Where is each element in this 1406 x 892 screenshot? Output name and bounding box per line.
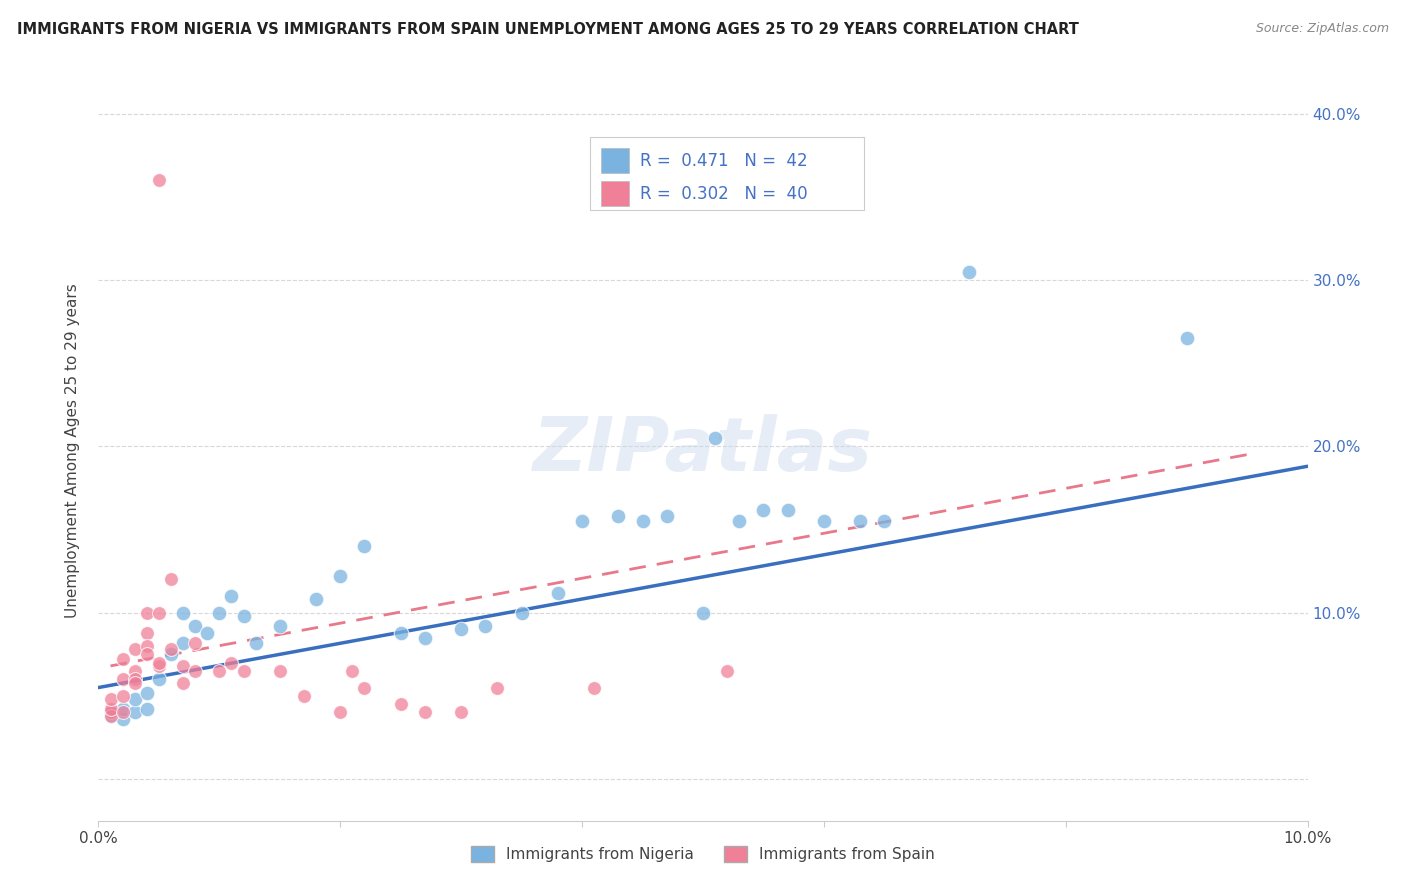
Point <box>389 625 412 640</box>
Point <box>655 509 678 524</box>
Point <box>100 692 122 706</box>
Point <box>413 706 436 720</box>
Point <box>631 514 654 528</box>
Point <box>124 642 146 657</box>
Point <box>124 664 146 678</box>
Text: R =  0.302   N =  40: R = 0.302 N = 40 <box>641 186 808 203</box>
Point <box>172 606 194 620</box>
Point <box>571 514 593 528</box>
Point <box>752 502 775 516</box>
Point <box>160 647 183 661</box>
Point <box>184 635 207 649</box>
Point <box>1175 331 1198 345</box>
Point <box>583 681 606 695</box>
Point <box>389 697 412 711</box>
Point <box>873 514 896 528</box>
Point <box>692 606 714 620</box>
Point <box>474 619 496 633</box>
Point <box>221 589 243 603</box>
Point <box>510 606 533 620</box>
Point <box>292 689 315 703</box>
Point <box>269 664 291 678</box>
Point <box>232 609 254 624</box>
Point <box>111 706 134 720</box>
Point <box>208 606 231 620</box>
Point <box>100 708 122 723</box>
Point <box>849 514 872 528</box>
Point <box>607 509 630 524</box>
Point <box>111 712 134 726</box>
Point <box>124 692 146 706</box>
Point <box>135 606 157 620</box>
Point <box>100 708 122 723</box>
Point <box>111 689 134 703</box>
Point <box>342 664 364 678</box>
Point <box>148 173 170 187</box>
Point <box>184 664 207 678</box>
Point <box>305 592 328 607</box>
Point <box>704 431 727 445</box>
Point <box>353 681 375 695</box>
Point <box>124 675 146 690</box>
Point <box>160 573 183 587</box>
Point <box>111 652 134 666</box>
Point <box>135 647 157 661</box>
Point <box>245 635 267 649</box>
Point <box>450 706 472 720</box>
Point <box>135 702 157 716</box>
Point <box>716 664 738 678</box>
Legend: Immigrants from Nigeria, Immigrants from Spain: Immigrants from Nigeria, Immigrants from… <box>464 840 942 869</box>
Point <box>124 706 146 720</box>
Point <box>353 539 375 553</box>
Point <box>135 685 157 699</box>
Point <box>813 514 835 528</box>
Point <box>124 672 146 686</box>
Point <box>957 264 980 278</box>
Text: ZIPatlas: ZIPatlas <box>533 414 873 487</box>
Point <box>100 706 122 720</box>
Point <box>486 681 509 695</box>
Point <box>148 656 170 670</box>
Point <box>547 585 569 599</box>
Point <box>221 656 243 670</box>
Point <box>269 619 291 633</box>
Point <box>135 639 157 653</box>
Point <box>148 606 170 620</box>
Point <box>329 569 352 583</box>
Point <box>413 631 436 645</box>
Point <box>100 702 122 716</box>
Text: Source: ZipAtlas.com: Source: ZipAtlas.com <box>1256 22 1389 36</box>
Point <box>111 702 134 716</box>
Text: R =  0.471   N =  42: R = 0.471 N = 42 <box>641 153 808 170</box>
Point <box>728 514 751 528</box>
Point <box>195 625 218 640</box>
Point <box>148 659 170 673</box>
Point <box>232 664 254 678</box>
Point <box>184 619 207 633</box>
Point <box>135 625 157 640</box>
Point <box>160 642 183 657</box>
Y-axis label: Unemployment Among Ages 25 to 29 years: Unemployment Among Ages 25 to 29 years <box>65 283 80 618</box>
Point <box>208 664 231 678</box>
Point <box>148 672 170 686</box>
Point <box>776 502 799 516</box>
Point <box>172 675 194 690</box>
Text: IMMIGRANTS FROM NIGERIA VS IMMIGRANTS FROM SPAIN UNEMPLOYMENT AMONG AGES 25 TO 2: IMMIGRANTS FROM NIGERIA VS IMMIGRANTS FR… <box>17 22 1078 37</box>
Point <box>172 659 194 673</box>
Point <box>450 623 472 637</box>
Point <box>172 635 194 649</box>
Point <box>329 706 352 720</box>
Point <box>100 706 122 720</box>
Point <box>111 672 134 686</box>
